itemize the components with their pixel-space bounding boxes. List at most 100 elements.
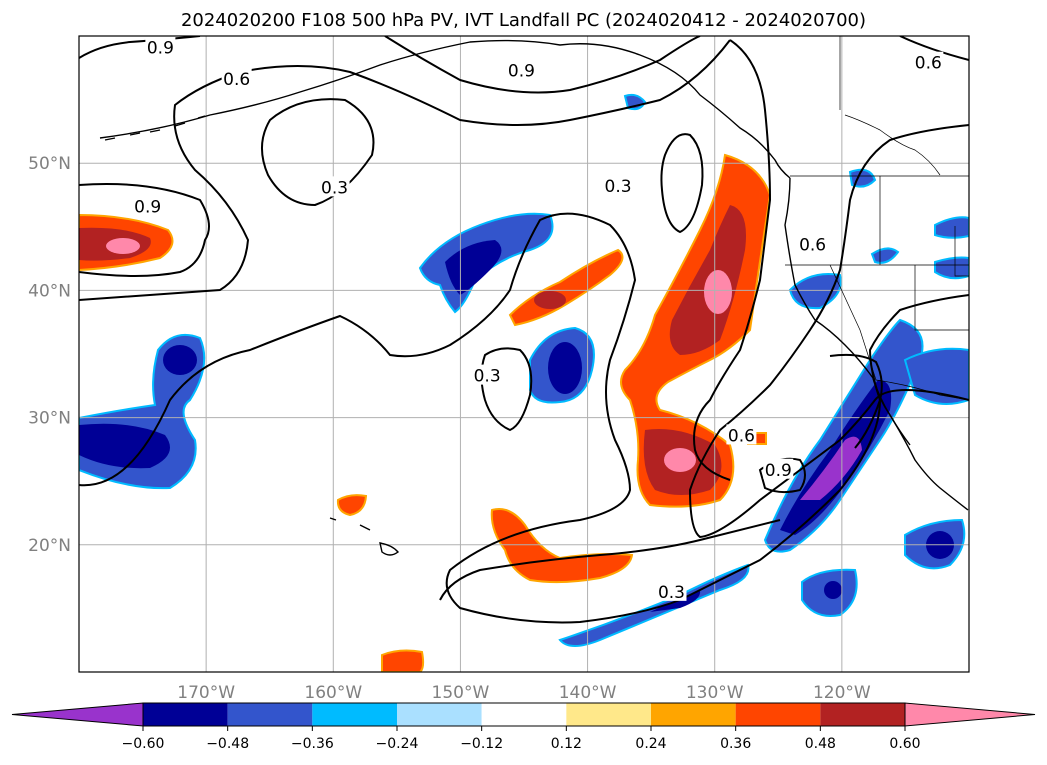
- contour-label: 0.6: [728, 426, 755, 446]
- lon-tick-label: 120°W: [813, 683, 871, 703]
- shade-negative-coastal-min: [800, 436, 862, 500]
- contour-0.9-se: [829, 353, 883, 449]
- colorbar: −0.60 −0.48 −0.36 −0.24 −0.12 0.12 0.24 0.36 0.4…: [11, 702, 1036, 752]
- contour-label-bg: [797, 233, 828, 254]
- colorbar-tick-label: −0.36: [291, 736, 334, 752]
- contour-label: 0.3: [321, 178, 348, 198]
- colorbar-segment: [397, 703, 482, 726]
- shade-negative-nw5: [870, 247, 900, 264]
- colorbar-tick-label: −0.60: [122, 736, 165, 752]
- contour-label-bg: [603, 175, 634, 196]
- colorbar-tick-label: −0.12: [460, 736, 503, 752]
- contour-label: 0.9: [134, 197, 161, 217]
- shade-positive-hawaii: [336, 494, 368, 517]
- colorbar-segment: [143, 703, 228, 726]
- lon-tick-label: 160°W: [304, 683, 362, 703]
- colorbar-tick-label: 0.60: [889, 736, 920, 752]
- contour-0.6-coast: [693, 39, 772, 481]
- coast-westcoast: [784, 177, 969, 511]
- colorbar-extend-max: [904, 702, 1036, 727]
- colorbar-segment: [820, 703, 905, 726]
- contour-label-bg: [506, 59, 537, 80]
- contour-label-bg: [221, 68, 252, 89]
- contour-0.3-nw: [261, 98, 375, 207]
- border-provinces: [844, 114, 941, 176]
- shade-positive-coastal-max2: [664, 448, 696, 472]
- contour-label: 0.6: [223, 70, 250, 90]
- shade-negative-120w15n-core: [824, 581, 842, 599]
- lon-tick-label: 170°W: [177, 683, 235, 703]
- colorbar-frame: [142, 702, 906, 727]
- coastlines: [99, 39, 969, 556]
- contour-label-bg: [472, 364, 503, 385]
- lat-tick-label: 30°N: [28, 409, 71, 429]
- contour-0.6-main: [79, 39, 731, 301]
- contour-label: 0.9: [147, 38, 174, 58]
- lon-tick-label: 140°W: [559, 683, 617, 703]
- colorbar-extend-min: [11, 702, 144, 727]
- lat-tick-label: 50°N: [28, 154, 71, 174]
- contour-labels: 0.9 0.6 0.9 0.6 0.3 0.3 0.9 0.6 0.3 0.6 0.9 0.3: [132, 36, 944, 603]
- contour-label-bg: [763, 458, 794, 479]
- contour-label: 0.9: [765, 461, 792, 481]
- shade-positive-coastal-max: [704, 270, 732, 314]
- map-title: 2024020200 F108 500 hPa PV, IVT Landfall…: [180, 10, 867, 31]
- shade-negative-west-core: [79, 423, 170, 469]
- colorbar-tick-label: −0.24: [376, 736, 419, 752]
- shade-positive-west-max: [106, 238, 140, 254]
- coast-alaska: [99, 39, 791, 179]
- colorbar-segment: [735, 703, 821, 726]
- contour-0.6-ne: [899, 36, 969, 61]
- colorbar-segment: [566, 703, 651, 726]
- contour-label: 0.6: [799, 236, 826, 256]
- contour-label: 0.3: [605, 177, 632, 197]
- coast-hawaii: [329, 517, 400, 556]
- contour-0.3-coast: [660, 133, 704, 234]
- shade-positive-bottom: [381, 649, 425, 672]
- contour-label-bg: [656, 580, 687, 601]
- contour-0.6-south: [439, 519, 781, 601]
- contour-label: 0.9: [508, 61, 535, 81]
- contour-0.9-nw: [79, 36, 201, 59]
- map-plot-area: 0.9 0.6 0.9 0.6 0.3 0.3 0.9 0.6 0.3 0.6 0.9 0.3: [79, 36, 969, 672]
- map-frame: [78, 35, 970, 673]
- border-states: [785, 176, 969, 381]
- contour-0.3-east: [688, 124, 969, 539]
- colorbar-segment: [312, 703, 397, 726]
- contour-label: 0.3: [474, 367, 501, 387]
- contour-label: 0.3: [658, 583, 685, 603]
- contour-label-bg: [319, 176, 350, 197]
- shade-negative-nw2: [934, 216, 969, 239]
- pv-shading: [79, 93, 969, 672]
- shade-negative-band-south: [558, 563, 750, 647]
- colorbar-tick-label: −0.48: [206, 736, 249, 752]
- lat-tick-label: 20°N: [28, 536, 71, 556]
- shade-negative-nw: [848, 168, 877, 188]
- contour-0.6-west: [79, 183, 210, 277]
- shade-negative-west-core2: [163, 345, 197, 375]
- shade-negative-east: [903, 347, 969, 405]
- longitude-labels: 170°W 160°W 150°W 140°W 130°W 120°W: [177, 683, 871, 703]
- shade-negative-nw4: [934, 256, 969, 280]
- colorbar-segment: [651, 703, 736, 726]
- coast-aleutians: [104, 115, 206, 141]
- shade-positive-south: [490, 508, 634, 584]
- contour-0.9-north: [384, 36, 701, 94]
- contour-label: 0.6: [915, 54, 942, 74]
- border-us-mexico: [875, 379, 969, 401]
- contour-label-bg: [913, 51, 944, 72]
- political-borders: [785, 36, 969, 401]
- colorbar-tick-label: 0.36: [720, 736, 751, 752]
- contour-label-bg: [726, 424, 757, 445]
- contour-label-bg: [145, 36, 176, 57]
- contour-0.3-inner: [480, 347, 533, 432]
- colorbar-segment: [227, 703, 313, 726]
- lon-tick-label: 130°W: [686, 683, 744, 703]
- shade-negative-140w-core: [548, 342, 582, 394]
- shade-positive-145w-core: [534, 291, 566, 309]
- colorbar-segment: [481, 703, 567, 726]
- colorbar-tick-label: 0.24: [635, 736, 666, 752]
- lat-tick-label: 40°N: [28, 281, 71, 301]
- contour-label-bg: [132, 195, 163, 216]
